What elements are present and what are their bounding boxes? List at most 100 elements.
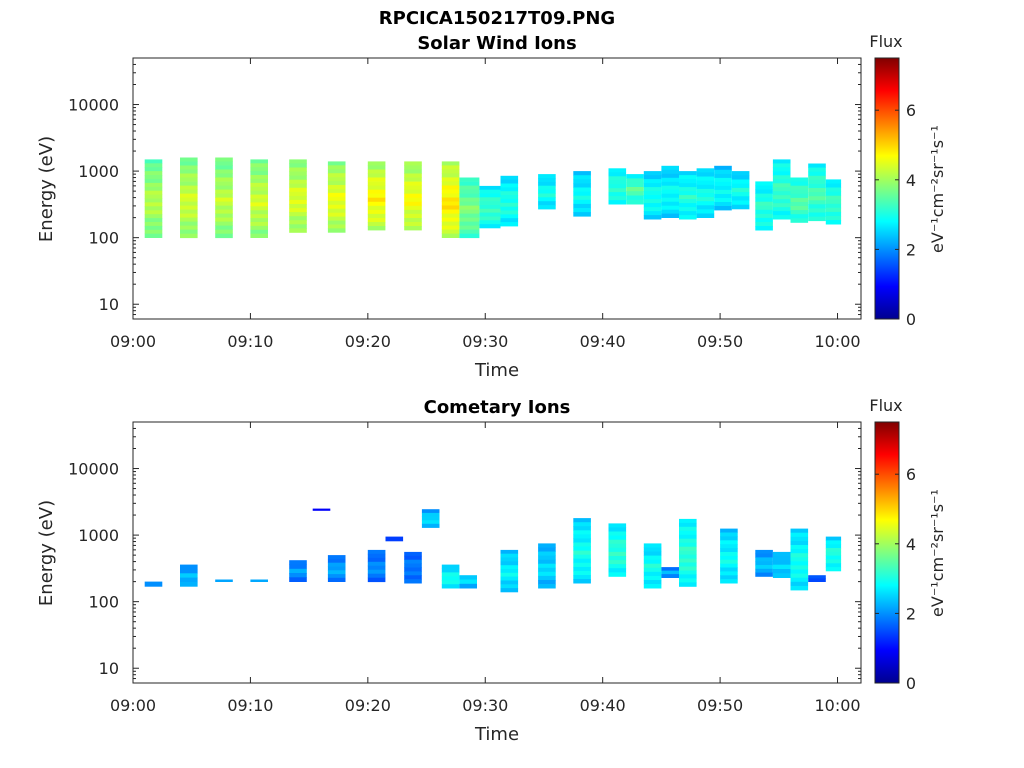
heatmap-cell xyxy=(144,202,163,207)
heatmap-cell xyxy=(679,554,697,559)
heatmap-cell xyxy=(327,216,346,221)
heatmap-cell xyxy=(720,552,738,557)
heatmap-cell xyxy=(755,572,773,577)
heatmap-cell xyxy=(500,214,519,219)
x-axis-label: Time xyxy=(474,360,519,381)
heatmap-cell xyxy=(215,201,233,206)
heatmap-cell xyxy=(215,157,233,162)
heatmap-cell xyxy=(731,183,750,189)
heatmap-cell xyxy=(421,512,440,517)
heatmap-cell xyxy=(215,225,233,230)
colorbar-tick-label: 2 xyxy=(906,604,916,623)
heatmap-cell xyxy=(441,193,460,198)
heatmap-cell xyxy=(327,200,346,206)
heatmap-cell xyxy=(608,564,627,569)
heatmap-cell xyxy=(144,163,163,168)
heatmap-cell xyxy=(720,555,738,561)
heatmap-cell xyxy=(367,226,386,231)
heatmap-cell xyxy=(608,531,627,536)
heatmap-cell xyxy=(459,575,477,580)
heatmap-cell xyxy=(790,210,809,215)
heatmap-cell xyxy=(289,159,307,164)
colorbar-title: Flux xyxy=(869,396,902,415)
heatmap-cell xyxy=(250,159,268,164)
heatmap-cell xyxy=(404,185,422,190)
heatmap-cell xyxy=(459,193,480,198)
heatmap-cell xyxy=(661,574,679,578)
heatmap-cell xyxy=(755,565,773,570)
heatmap-cell xyxy=(144,159,163,164)
heatmap-cell xyxy=(808,212,826,217)
heatmap-cell xyxy=(404,173,422,178)
heatmap-cell xyxy=(755,557,773,562)
heatmap-cell xyxy=(441,205,460,210)
heatmap-cell xyxy=(500,183,519,188)
heatmap-cell xyxy=(367,185,386,190)
heatmap-cell xyxy=(573,208,591,213)
heatmap-cell xyxy=(790,185,809,191)
x-tick-label: 09:40 xyxy=(580,332,626,351)
heatmap-cell xyxy=(790,577,809,583)
heatmap-cell xyxy=(500,572,519,577)
heatmap-cell xyxy=(679,546,697,552)
heatmap-cell xyxy=(679,558,697,563)
heatmap-cell xyxy=(327,204,346,210)
heatmap-cell xyxy=(441,213,460,218)
heatmap-cell xyxy=(573,530,591,535)
heatmap-cell xyxy=(696,209,715,214)
heatmap-cell xyxy=(755,217,773,223)
heatmap-cell xyxy=(367,213,386,219)
heatmap-cell xyxy=(714,177,732,183)
heatmap-cell xyxy=(367,573,386,579)
heatmap-cell xyxy=(180,169,198,174)
heatmap-cell xyxy=(327,566,346,571)
y-tick-label: 10 xyxy=(99,659,119,678)
heatmap-cell xyxy=(500,191,519,196)
heatmap-cell xyxy=(679,191,697,196)
heatmap-cell xyxy=(180,209,198,214)
heatmap-cell xyxy=(538,178,556,183)
colorbar-tick-label: 0 xyxy=(906,310,916,329)
heatmap-cell xyxy=(479,212,501,217)
heatmap-cell xyxy=(696,205,715,210)
x-tick-label: 09:00 xyxy=(110,332,156,351)
heatmap-cell xyxy=(573,562,591,568)
heatmap-cell xyxy=(825,195,842,201)
heatmap-cell xyxy=(643,215,662,220)
heatmap-cell xyxy=(731,204,750,210)
heatmap-cell xyxy=(790,581,809,587)
heatmap-cell xyxy=(215,177,233,182)
heatmap-cell xyxy=(250,178,268,184)
heatmap-cell xyxy=(327,177,346,182)
heatmap-cell xyxy=(367,169,386,174)
heatmap-cell xyxy=(661,193,679,199)
heatmap-cell xyxy=(180,577,198,583)
heatmap-cell xyxy=(720,528,738,533)
heatmap-cell xyxy=(696,184,715,190)
heatmap-cell xyxy=(538,205,556,210)
heatmap-cell xyxy=(714,181,732,187)
heatmap-cell xyxy=(679,566,697,571)
heatmap-cell xyxy=(573,554,591,560)
y-tick-label: 1000 xyxy=(78,162,119,181)
heatmap-cell xyxy=(289,224,307,229)
heatmap-cell xyxy=(573,558,591,564)
heatmap-cell xyxy=(714,198,732,203)
heatmap-cell xyxy=(500,584,519,589)
heatmap-cell xyxy=(404,571,422,576)
heatmap-cell xyxy=(608,547,627,553)
heatmap-cell xyxy=(367,209,386,215)
heatmap-cell xyxy=(626,178,644,184)
heatmap-cell xyxy=(661,197,679,203)
heatmap-cell xyxy=(500,202,519,208)
heatmap-cell xyxy=(538,185,556,190)
heatmap-cell xyxy=(250,163,268,168)
heatmap-cell xyxy=(679,195,697,200)
heatmap-cell xyxy=(500,198,519,204)
heatmap-cell xyxy=(679,534,697,540)
heatmap-cell xyxy=(755,568,773,573)
heatmap-cell xyxy=(808,208,826,213)
colorbar: Flux 0 2 4 6 eV⁻¹cm⁻²sr⁻¹s⁻¹ xyxy=(869,32,947,329)
heatmap-cell xyxy=(808,175,826,181)
heatmap-cell xyxy=(250,579,268,582)
